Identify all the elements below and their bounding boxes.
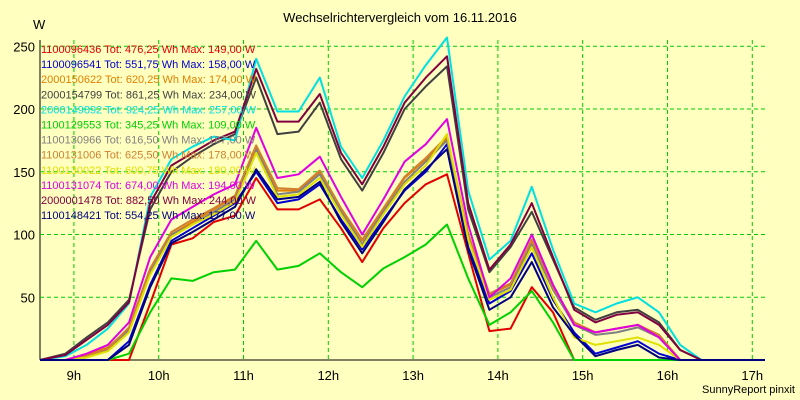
- y-tick-label: 200: [13, 102, 35, 117]
- legend-entry: 1100148421 Tot: 554,25 Wh Max: 177,00 W: [41, 210, 256, 222]
- y-tick-label: 100: [13, 228, 35, 243]
- legend-entry: 2000149892 Tot: 924,25 Wh Max: 257,00 W: [41, 104, 257, 116]
- legend-entry: 1100096436 Tot: 476,25 Wh Max: 149,00 W: [41, 44, 256, 56]
- series-line-6: [40, 139, 765, 361]
- legend: 1100096436 Tot: 476,25 Wh Max: 149,00 W 1…: [41, 44, 257, 222]
- y-tick-label: 150: [13, 165, 35, 180]
- series-lines: [39, 36, 765, 361]
- x-tick-label: 13h: [402, 368, 424, 383]
- x-tick-label: 14h: [487, 368, 509, 383]
- legend-entry: 1100129553 Tot: 345,25 Wh Max: 109,00 W: [41, 120, 256, 132]
- x-tick-label: 9h: [67, 368, 81, 383]
- series-line-10: [39, 55, 765, 361]
- chart-title: Wechselrichtervergleich vom 16.11.2016: [283, 10, 517, 25]
- x-axis-ticks: 9h 10h 11h 12h 13h 14h 15h 16h 17h: [67, 368, 763, 383]
- footer-credit: SunnyReport pinxit: [702, 384, 795, 396]
- series-line-5: [40, 223, 765, 361]
- x-tick-label: 10h: [148, 368, 170, 383]
- legend-entry: 1100130022 Tot: 600,75 Wh Max: 180,00 W: [41, 165, 256, 177]
- legend-entry: 1100130966 Tot: 616,50 Wh Max: 187,00 W: [41, 135, 256, 147]
- legend-entry: 2000150622 Tot: 620,25 Wh Max: 174,00 W: [41, 74, 257, 86]
- y-axis-ticks: 50 100 150 200 250: [13, 39, 35, 305]
- series-line-8: [40, 133, 765, 361]
- legend-entry: 1100131006 Tot: 625,50 Wh Max: 178,00 W: [41, 150, 256, 162]
- y-tick-label: 50: [21, 290, 35, 305]
- legend-entry: 1100131074 Tot: 674,00 Wh Max: 194,00 W: [41, 180, 256, 192]
- series-line-9: [40, 118, 765, 361]
- legend-entry: 1100096541 Tot: 551,75 Wh Max: 158,00 W: [41, 59, 256, 71]
- y-tick-label: 250: [13, 39, 35, 54]
- legend-entry: 2000001478 Tot: 882,50 Wh Max: 244,00 W: [41, 195, 257, 207]
- series-line-4: [39, 36, 765, 361]
- y-axis-label: W: [33, 17, 46, 32]
- series-line-3: [39, 65, 765, 361]
- x-tick-label: 17h: [741, 368, 763, 383]
- x-tick-label: 15h: [572, 368, 594, 383]
- legend-entry: 2000154799 Tot: 861,25 Wh Max: 234,00 W: [41, 89, 257, 101]
- x-tick-label: 16h: [657, 368, 679, 383]
- x-tick-label: 12h: [317, 368, 339, 383]
- series-line-11: [40, 148, 765, 361]
- x-tick-label: 11h: [233, 368, 254, 383]
